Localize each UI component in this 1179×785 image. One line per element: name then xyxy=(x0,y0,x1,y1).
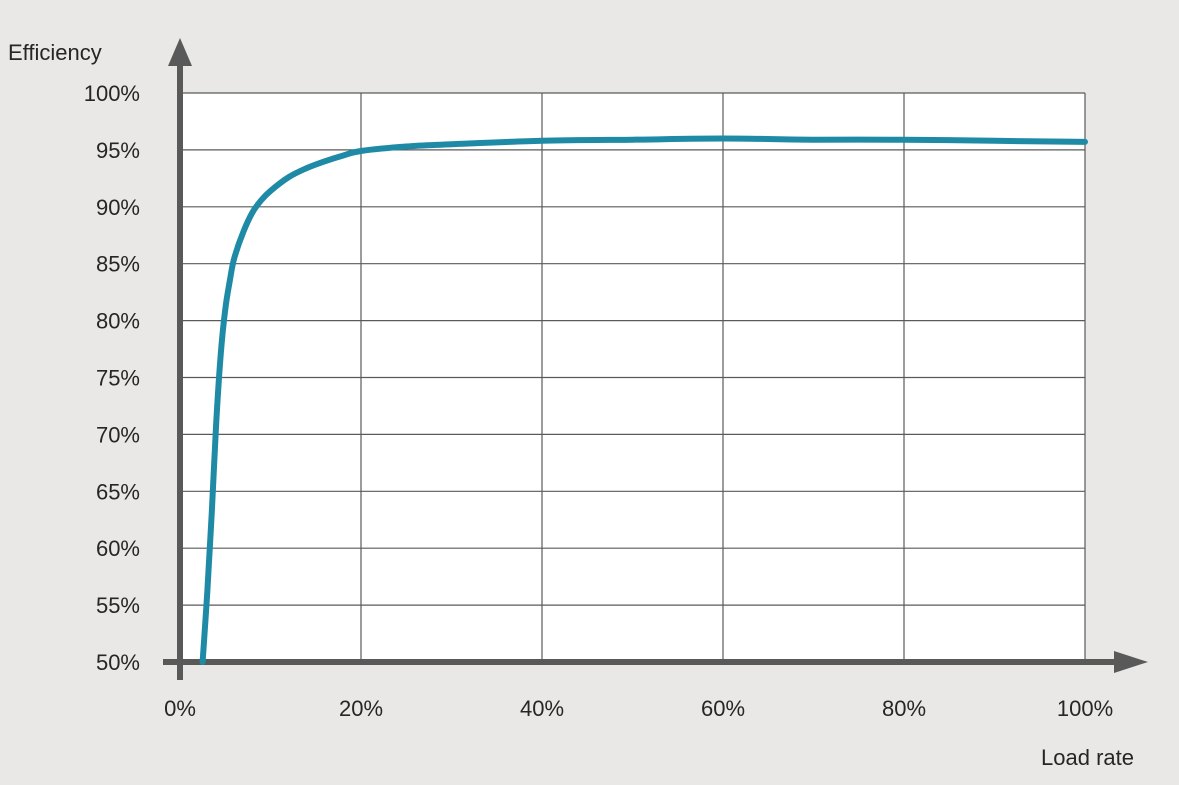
y-tick-label: 55% xyxy=(96,593,140,618)
y-tick-label: 95% xyxy=(96,138,140,163)
x-axis-title: Load rate xyxy=(1041,745,1134,770)
y-tick-label: 65% xyxy=(96,479,140,504)
y-tick-label: 75% xyxy=(96,366,140,391)
x-axis-arrow xyxy=(1114,651,1148,673)
series-group xyxy=(199,135,1088,665)
y-tick-label: 100% xyxy=(84,81,140,106)
axes xyxy=(163,38,1148,680)
y-tick-label: 85% xyxy=(96,252,140,277)
x-tick-label: 0% xyxy=(164,696,196,721)
x-tick-label: 100% xyxy=(1057,696,1113,721)
x-tick-label: 20% xyxy=(339,696,383,721)
y-axis-title: Efficiency xyxy=(8,40,102,65)
y-tick-labels: 100% 95% 90% 85% 80% 75% 70% 65% 60% 55% 50% xyxy=(84,81,140,675)
y-tick-label: 90% xyxy=(96,195,140,220)
x-tick-label: 80% xyxy=(882,696,926,721)
y-axis-arrow xyxy=(168,38,192,66)
efficiency-series-line xyxy=(199,135,1088,665)
y-tick-label: 60% xyxy=(96,536,140,561)
y-tick-label: 80% xyxy=(96,309,140,334)
y-tick-label: 70% xyxy=(96,422,140,447)
x-tick-label: 40% xyxy=(520,696,564,721)
x-tick-label: 60% xyxy=(701,696,745,721)
y-tick-label: 50% xyxy=(96,650,140,675)
x-tick-labels: 0% 20% 40% 60% 80% 100% xyxy=(164,696,1113,721)
